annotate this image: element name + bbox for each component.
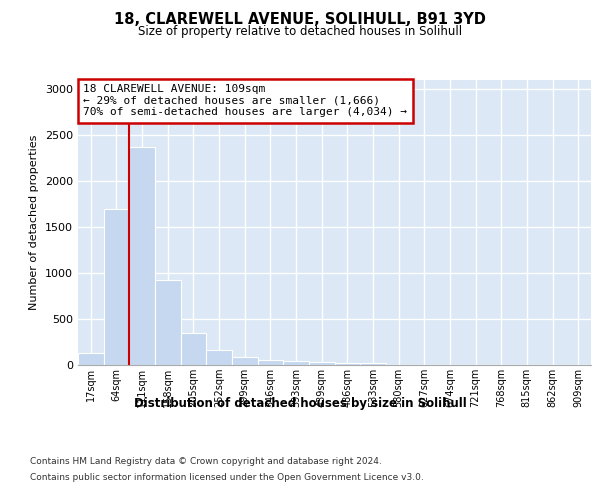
Bar [360,363,386,365]
Text: 18 CLAREWELL AVENUE: 109sqm
← 29% of detached houses are smaller (1,666)
70% of : 18 CLAREWELL AVENUE: 109sqm ← 29% of det… [83,84,407,117]
Bar [335,362,360,365]
Bar [130,147,155,365]
Bar [232,356,257,365]
Text: Size of property relative to detached houses in Solihull: Size of property relative to detached ho… [138,25,462,38]
Bar [257,360,283,365]
Text: Distribution of detached houses by size in Solihull: Distribution of detached houses by size … [134,398,466,410]
Bar [78,353,104,365]
Y-axis label: Number of detached properties: Number of detached properties [29,135,40,310]
Bar [104,208,130,365]
Text: Contains public sector information licensed under the Open Government Licence v3: Contains public sector information licen… [30,472,424,482]
Text: Contains HM Land Registry data © Crown copyright and database right 2024.: Contains HM Land Registry data © Crown c… [30,458,382,466]
Bar [155,280,181,365]
Bar [309,362,335,365]
Bar [206,350,232,365]
Text: 18, CLAREWELL AVENUE, SOLIHULL, B91 3YD: 18, CLAREWELL AVENUE, SOLIHULL, B91 3YD [114,12,486,28]
Bar [181,333,206,365]
Bar [283,362,309,365]
